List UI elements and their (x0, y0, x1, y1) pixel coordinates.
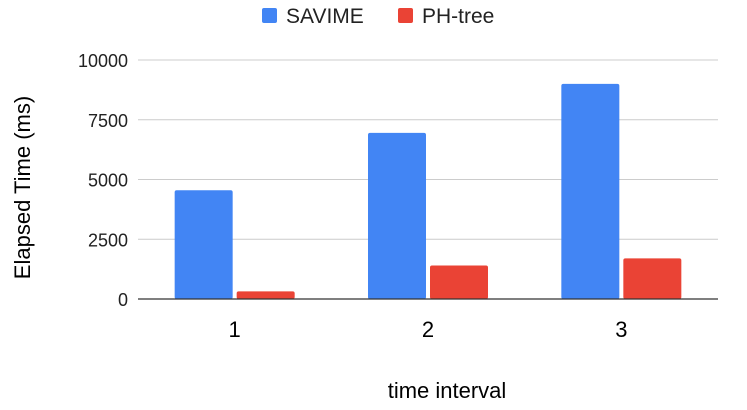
legend-swatch (398, 8, 413, 23)
x-axis-label: time interval (388, 378, 507, 403)
y-tick-label: 2500 (88, 230, 128, 250)
x-axis-ticks: 1 2 3 (229, 317, 628, 342)
y-tick-label: 10000 (78, 51, 128, 71)
bar-savime-3 (561, 83, 620, 300)
legend-swatch (262, 8, 277, 23)
y-tick-label: 5000 (88, 171, 128, 191)
gridlines (138, 59, 718, 240)
x-tick-label: 3 (615, 317, 627, 342)
legend: SAVIME PH-tree (262, 5, 494, 28)
bar-ph-tree-2 (430, 265, 488, 299)
legend-label: PH-tree (422, 5, 494, 28)
y-tick-label: 0 (118, 290, 128, 310)
y-tick-label: 7500 (88, 111, 128, 131)
y-axis-label: Elapsed Time (ms) (10, 96, 35, 279)
bars (174, 83, 682, 300)
x-tick-label: 2 (422, 317, 434, 342)
bar-ph-tree-1 (236, 291, 295, 299)
x-tick-label: 1 (229, 317, 241, 342)
legend-label: SAVIME (286, 5, 364, 28)
bar-savime-1 (174, 190, 233, 299)
bar-ph-tree-3 (623, 258, 682, 299)
y-axis-ticks: 0 2500 5000 7500 10000 (78, 51, 128, 310)
bar-savime-2 (368, 132, 426, 299)
